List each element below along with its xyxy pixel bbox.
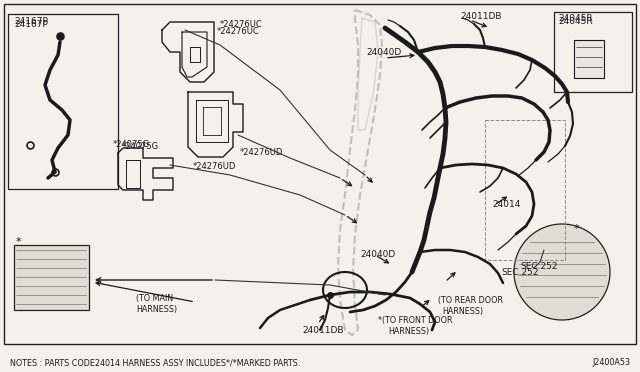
Text: 24045R: 24045R — [558, 17, 593, 26]
Text: *: * — [16, 237, 22, 247]
Text: NOTES : PARTS CODE24014 HARNESS ASSY INCLUDES*/*MARKED PARTS.: NOTES : PARTS CODE24014 HARNESS ASSY INC… — [10, 358, 300, 367]
Text: *(TO FRONT DOOR: *(TO FRONT DOOR — [378, 316, 452, 325]
Text: *24276UC: *24276UC — [217, 27, 260, 36]
Bar — [8, 14, 118, 189]
Text: 24167P: 24167P — [14, 17, 48, 26]
Text: 24011DB: 24011DB — [302, 326, 344, 335]
Text: HARNESS): HARNESS) — [388, 327, 429, 336]
Text: J2400A53: J2400A53 — [592, 358, 630, 367]
Text: 24045R: 24045R — [558, 14, 593, 23]
Text: *24075G: *24075G — [122, 142, 159, 151]
Text: 24040D: 24040D — [366, 48, 401, 57]
Bar — [485, 120, 565, 260]
Text: SEC.252: SEC.252 — [501, 268, 539, 277]
Text: (TO REAR DOOR: (TO REAR DOOR — [438, 296, 503, 305]
Bar — [14, 245, 89, 310]
Circle shape — [514, 224, 610, 320]
Text: *24276UD: *24276UD — [240, 148, 284, 157]
Text: HARNESS): HARNESS) — [136, 305, 177, 314]
Text: 24167P: 24167P — [14, 20, 48, 29]
Text: *: * — [574, 224, 580, 234]
Bar — [554, 12, 632, 92]
Text: 24040D: 24040D — [360, 250, 396, 259]
Text: 24011DB: 24011DB — [460, 12, 502, 21]
Text: SEC.252: SEC.252 — [520, 262, 557, 271]
Text: (TO MAIN: (TO MAIN — [136, 294, 173, 303]
Text: *24075G: *24075G — [113, 140, 150, 149]
Text: 24014: 24014 — [492, 200, 520, 209]
Text: HARNESS): HARNESS) — [442, 307, 483, 316]
Bar — [574, 40, 604, 78]
Text: *24276UD: *24276UD — [193, 162, 236, 171]
Text: *24276UC: *24276UC — [220, 20, 263, 29]
